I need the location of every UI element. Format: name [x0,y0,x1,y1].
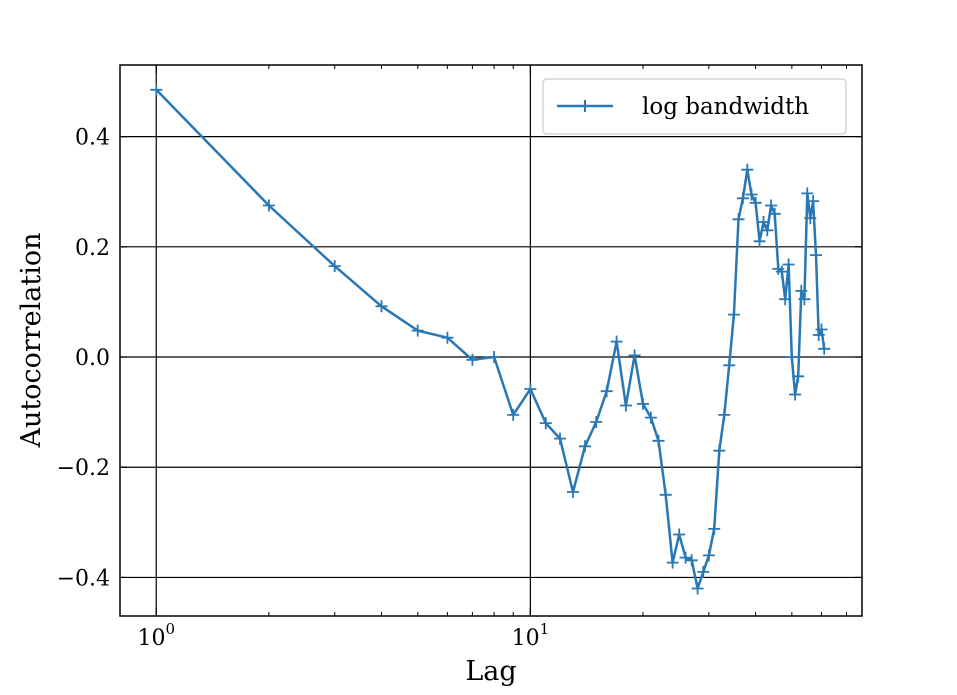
x-tick-base: 10 [512,626,540,651]
data-point-marker [765,199,778,212]
data-point-marker [652,434,665,447]
data-point-marker [818,342,831,355]
data-point-marker [666,556,679,569]
data-point-marker [507,408,520,421]
grid [120,65,862,616]
data-point-marker [810,249,822,262]
data-point-marker [723,359,736,372]
plot-frame [119,64,863,617]
data-point-marker [798,293,811,306]
x-axis-title: Lag [465,656,516,687]
series-layer [150,83,831,595]
data-point-marker [792,370,805,383]
series-line [155,88,826,590]
data-point-marker [691,582,704,595]
data-point-marker [708,522,721,535]
data-point-marker [795,284,808,297]
data-point-marker [590,416,603,428]
data-point-marker [753,235,766,248]
data-point-marker [567,486,579,498]
data-point-marker [812,329,825,341]
data-point-marker [554,432,566,445]
data-point-marker [775,265,788,278]
y-tick-label: −0.2 [57,456,110,481]
data-point-marker [441,331,454,344]
y-tick-label: 0.4 [75,126,110,151]
data-point-marker [815,323,828,336]
data-point-marker [619,399,632,412]
y-tick-label: 0.2 [75,236,110,261]
legend-box [542,78,847,135]
data-point-marker [807,195,820,208]
data-point-marker [637,397,649,410]
data-point-marker [736,192,749,205]
data-point-marker [488,351,501,363]
x-tick-exponent: 0 [165,620,175,638]
data-point-marker [150,83,163,96]
data-point-marker [328,260,341,273]
data-point-marker [718,408,731,421]
x-tick-base: 10 [137,626,165,651]
data-point-marker [685,554,698,567]
data-point-marker [679,551,692,564]
data-point-marker [659,488,672,501]
data-point-marker [644,411,657,424]
data-point-marker [579,440,591,453]
data-point-marker [757,216,770,228]
data-point-marker [524,383,537,395]
data-point-marker [785,351,798,363]
data-point-marker [801,187,814,200]
data-point-marker [375,300,388,313]
data-point-marker [539,417,552,430]
data-point-marker [628,349,641,362]
data-point-marker [782,258,795,271]
data-point-marker [713,444,726,457]
legend-marker [579,100,591,112]
data-point-marker [732,213,745,226]
y-tick-label: 0.0 [75,346,110,371]
data-point-marker [673,528,686,541]
y-tick-label: −0.4 [57,566,110,591]
data-point-marker [749,196,762,209]
data-point-marker [411,324,424,337]
data-point-marker [804,212,817,225]
data-point-marker [262,199,275,212]
data-point-marker [702,549,715,562]
y-axis-title: Autocorrelation [16,232,47,448]
data-point-marker [761,224,774,237]
data-point-marker [789,388,802,401]
data-point-marker [741,163,754,176]
legend: log bandwidth [542,78,847,135]
data-point-marker [600,385,613,398]
x-tick-exponent: 1 [540,620,550,638]
data-point-marker [727,308,740,321]
data-point-marker [745,188,758,201]
data-point-marker [779,293,792,306]
x-tick-label: 100 [137,620,175,651]
x-tick-label: 101 [512,620,550,651]
legend-label: log bandwidth [642,94,809,120]
data-point-marker [466,353,479,366]
data-point-marker [697,565,710,578]
data-point-marker [610,335,623,348]
data-point-marker [768,207,781,220]
